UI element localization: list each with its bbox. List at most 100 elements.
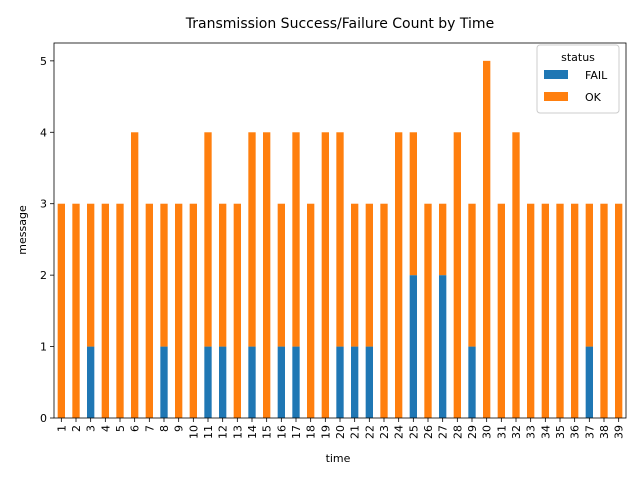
bar-ok-8: [160, 204, 167, 347]
bar-ok-14: [248, 132, 255, 346]
x-tick-label-4: 4: [99, 425, 112, 432]
bar-ok-33: [527, 204, 534, 418]
x-tick-label-25: 25: [407, 425, 420, 439]
legend-label-ok: OK: [585, 91, 602, 104]
x-tick-label-32: 32: [510, 425, 523, 439]
bar-ok-19: [322, 132, 329, 418]
bar-ok-13: [234, 204, 241, 418]
bar-ok-10: [190, 204, 197, 418]
x-tick-label-39: 39: [613, 425, 626, 439]
x-tick-label-21: 21: [349, 425, 362, 439]
bar-fail-11: [204, 347, 211, 418]
x-tick-label-15: 15: [261, 425, 274, 439]
bar-fail-25: [410, 275, 417, 418]
bar-ok-27: [439, 204, 446, 275]
bar-ok-5: [116, 204, 123, 418]
y-tick-label-5: 5: [40, 55, 47, 68]
bar-ok-11: [204, 132, 211, 346]
x-tick-label-11: 11: [202, 425, 215, 439]
y-tick-label-2: 2: [40, 269, 47, 282]
x-tick-label-8: 8: [158, 425, 171, 432]
bar-ok-24: [395, 132, 402, 418]
x-tick-label-35: 35: [554, 425, 567, 439]
legend: status FAIL OK: [537, 45, 619, 113]
bar-ok-29: [468, 204, 475, 347]
x-tick-label-13: 13: [231, 425, 244, 439]
x-tick-label-19: 19: [319, 425, 332, 439]
bar-ok-3: [87, 204, 94, 347]
x-tick-label-17: 17: [290, 425, 303, 439]
x-tick-label-5: 5: [114, 425, 127, 432]
y-axis-label: message: [16, 205, 29, 255]
bar-fail-21: [351, 347, 358, 418]
bar-ok-17: [292, 132, 299, 346]
bar-ok-12: [219, 204, 226, 347]
bar-ok-4: [102, 204, 109, 418]
bar-ok-23: [380, 204, 387, 418]
bar-ok-16: [278, 204, 285, 347]
bar-ok-34: [542, 204, 549, 418]
x-tick-label-18: 18: [305, 425, 318, 439]
bar-fail-14: [248, 347, 255, 418]
legend-swatch-ok: [544, 92, 568, 101]
y-tick-label-0: 0: [40, 412, 47, 425]
bar-ok-1: [58, 204, 65, 418]
x-tick-label-2: 2: [70, 425, 83, 432]
y-tick-label-1: 1: [40, 341, 47, 354]
y-tick-label-3: 3: [40, 198, 47, 211]
x-tick-label-10: 10: [187, 425, 200, 439]
x-tick-label-9: 9: [173, 425, 186, 432]
x-tick-label-6: 6: [129, 425, 142, 432]
x-tick-label-23: 23: [378, 425, 391, 439]
x-tick-label-22: 22: [363, 425, 376, 439]
bar-ok-21: [351, 204, 358, 347]
bar-ok-37: [586, 204, 593, 347]
bar-ok-22: [366, 204, 373, 347]
bar-ok-7: [146, 204, 153, 418]
bar-fail-20: [336, 347, 343, 418]
bar-fail-29: [468, 347, 475, 418]
bar-ok-35: [556, 204, 563, 418]
legend-swatch-fail: [544, 70, 568, 79]
bar-ok-25: [410, 132, 417, 275]
x-tick-label-3: 3: [85, 425, 98, 432]
bar-ok-2: [72, 204, 79, 418]
y-tick-label-4: 4: [40, 126, 47, 139]
x-tick-label-1: 1: [55, 425, 68, 432]
bar-fail-16: [278, 347, 285, 418]
bar-ok-30: [483, 61, 490, 418]
x-tick-label-26: 26: [422, 425, 435, 439]
bar-fail-37: [586, 347, 593, 418]
x-tick-label-33: 33: [525, 425, 538, 439]
bar-fail-12: [219, 347, 226, 418]
x-tick-label-36: 36: [569, 425, 582, 439]
bar-ok-32: [512, 132, 519, 418]
x-tick-label-28: 28: [451, 425, 464, 439]
legend-title: status: [561, 51, 595, 64]
legend-label-fail: FAIL: [585, 69, 608, 82]
x-tick-label-38: 38: [598, 425, 611, 439]
bar-fail-27: [439, 275, 446, 418]
bar-ok-15: [263, 132, 270, 418]
x-tick-label-37: 37: [583, 425, 596, 439]
x-tick-label-7: 7: [143, 425, 156, 432]
x-tick-label-20: 20: [334, 425, 347, 439]
bar-fail-8: [160, 347, 167, 418]
bar-fail-17: [292, 347, 299, 418]
x-tick-label-31: 31: [495, 425, 508, 439]
x-tick-label-27: 27: [437, 425, 450, 439]
bar-ok-28: [454, 132, 461, 418]
bar-ok-20: [336, 132, 343, 346]
bar-ok-18: [307, 204, 314, 418]
bar-ok-38: [600, 204, 607, 418]
bar-ok-31: [498, 204, 505, 418]
x-tick-label-14: 14: [246, 425, 259, 439]
bar-ok-36: [571, 204, 578, 418]
x-tick-label-12: 12: [217, 425, 230, 439]
x-tick-label-29: 29: [466, 425, 479, 439]
bar-fail-22: [366, 347, 373, 418]
bar-ok-39: [615, 204, 622, 418]
bar-fail-3: [87, 347, 94, 418]
chart-title: Transmission Success/Failure Count by Ti…: [185, 16, 494, 32]
